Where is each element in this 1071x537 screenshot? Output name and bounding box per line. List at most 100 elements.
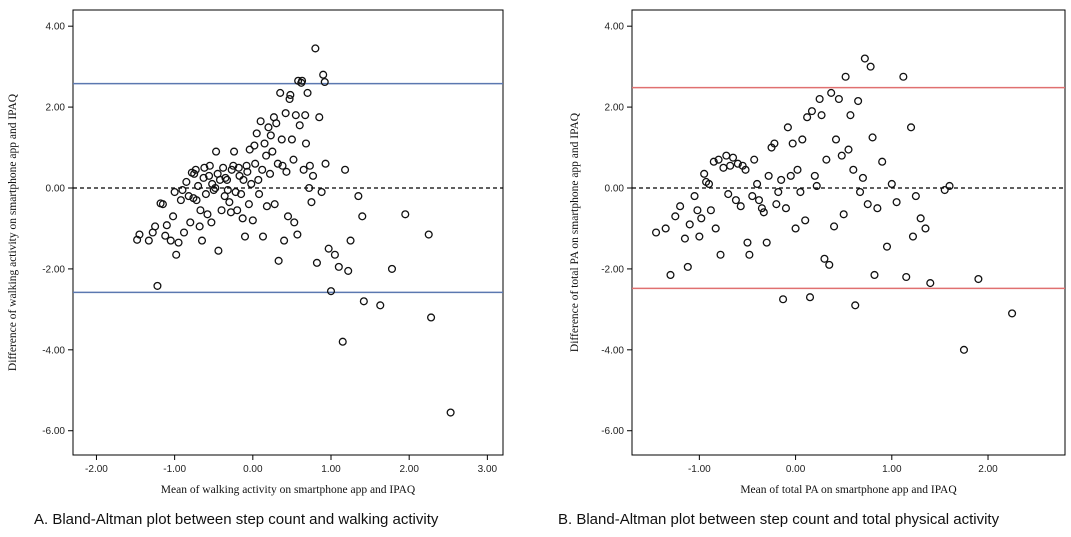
data-point <box>221 173 230 182</box>
data-point <box>227 165 236 174</box>
data-point <box>217 206 226 215</box>
data-point <box>908 232 918 241</box>
data-point <box>264 123 273 132</box>
data-point <box>277 135 286 144</box>
data-point <box>266 131 275 140</box>
data-point <box>359 297 368 306</box>
data-point <box>172 250 181 259</box>
data-point <box>346 236 355 245</box>
data-point <box>899 72 908 81</box>
data-point <box>697 214 706 223</box>
data-point <box>255 190 264 199</box>
data-point <box>299 165 308 174</box>
data-point <box>303 88 312 97</box>
data-point <box>242 161 251 170</box>
data-point <box>262 151 271 160</box>
data-point <box>834 94 843 104</box>
data-point <box>777 175 786 184</box>
data-point <box>793 165 802 174</box>
data-point <box>265 169 275 178</box>
x-tick-label: -1.00 <box>688 464 711 475</box>
plot-frame <box>72 9 504 456</box>
data-point <box>781 204 791 213</box>
data-point <box>287 135 296 144</box>
data-point <box>290 218 299 227</box>
data-point <box>704 179 714 189</box>
data-point <box>252 129 261 138</box>
data-point <box>268 147 277 156</box>
data-point <box>201 190 210 199</box>
data-point <box>743 238 752 247</box>
data-point <box>248 216 257 225</box>
data-point <box>376 301 385 310</box>
data-point <box>209 185 218 195</box>
data-point <box>926 279 935 288</box>
data-point <box>239 175 248 184</box>
data-point <box>779 295 788 304</box>
data-point <box>825 260 834 269</box>
data-point <box>256 117 265 126</box>
data-point <box>693 206 702 215</box>
data-point <box>860 54 869 63</box>
data-point <box>358 212 367 221</box>
data-point <box>233 206 242 215</box>
data-point <box>959 345 969 354</box>
y-tick-label: 2.00 <box>605 103 625 114</box>
x-tick-label: 1.00 <box>882 464 902 475</box>
data-point <box>757 204 766 213</box>
data-point <box>728 153 738 162</box>
y-tick-label: 4.00 <box>46 22 66 33</box>
data-point <box>289 155 298 164</box>
data-point <box>921 224 930 233</box>
data-point <box>295 121 304 130</box>
y-tick-label: -4.00 <box>601 345 624 356</box>
data-point <box>214 246 223 255</box>
data-point <box>759 208 768 217</box>
data-point <box>722 151 731 160</box>
data-point <box>726 161 735 170</box>
data-point <box>807 107 816 116</box>
data-point <box>312 258 321 267</box>
data-point <box>315 113 324 122</box>
data-point <box>770 139 779 148</box>
data-point <box>176 196 185 205</box>
data-point <box>270 200 279 209</box>
data-point <box>754 196 764 205</box>
data-point <box>230 147 239 156</box>
data-point <box>262 202 271 211</box>
data-point <box>940 185 949 195</box>
data-point <box>260 139 269 148</box>
data-point <box>281 109 290 118</box>
data-point <box>324 244 333 253</box>
data-point <box>319 70 328 79</box>
data-point <box>401 210 410 219</box>
data-point <box>317 187 326 197</box>
y-tick-label: 2.00 <box>46 103 66 114</box>
data-point <box>666 270 675 280</box>
data-point <box>196 206 205 215</box>
data-point <box>846 111 855 120</box>
data-point <box>320 77 329 87</box>
x-tick-label: -1.00 <box>163 464 186 475</box>
data-point <box>211 183 220 193</box>
data-point <box>870 270 879 280</box>
x-tick-label: 0.00 <box>243 464 263 475</box>
data-point <box>706 206 715 215</box>
data-point <box>244 200 253 209</box>
data-point <box>801 216 810 225</box>
data-point <box>166 236 175 245</box>
data-point <box>786 171 795 180</box>
data-point <box>849 165 858 174</box>
data-point <box>170 187 179 197</box>
data-point <box>387 264 397 273</box>
data-point <box>974 274 983 284</box>
y-tick-label: 0.00 <box>46 184 66 195</box>
data-point <box>750 155 759 164</box>
data-point <box>258 232 268 241</box>
data-point <box>844 145 853 154</box>
data-point <box>254 175 263 184</box>
data-point <box>831 135 841 144</box>
data-point <box>748 192 757 201</box>
data-point <box>220 192 229 201</box>
